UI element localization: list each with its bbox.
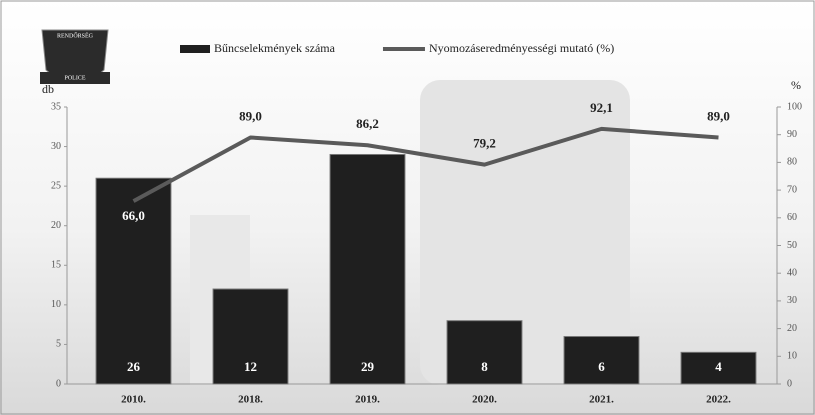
bar-value-label: 26: [127, 359, 141, 374]
y-tick-label: 15: [51, 260, 61, 271]
y2-tick-label: 60: [787, 212, 797, 223]
y2-axis-label: %: [791, 78, 801, 92]
bar: [95, 177, 172, 385]
line-value-label: 89,0: [707, 108, 730, 123]
bar: [446, 320, 523, 385]
legend-label: Nyomozáseredményességi mutató (%): [429, 41, 614, 55]
bar-value-label: 6: [598, 359, 605, 374]
y2-tick-label: 100: [787, 101, 802, 112]
bar: [680, 351, 757, 385]
bar: [212, 288, 289, 385]
legend-label: Bűncselekmények száma: [214, 41, 336, 55]
line-value-label: 92,1: [590, 100, 613, 115]
logo-ribbon: [40, 72, 110, 84]
x-tick-label: 2022.: [706, 394, 731, 406]
y-tick-label: 0: [56, 378, 61, 389]
line-value-label: 66,0: [122, 208, 145, 223]
y2-tick-label: 20: [787, 323, 797, 334]
logo: RENDŐRSÉG POLICE: [40, 29, 110, 84]
y2-tick-label: 30: [787, 295, 797, 306]
line: [132, 126, 719, 203]
bar-value-label: 12: [244, 359, 257, 374]
line-value-label: 89,0: [239, 108, 262, 123]
bar-value-label: 8: [481, 359, 488, 374]
y-tick-label: 25: [51, 180, 61, 191]
bar: [563, 336, 640, 385]
y2-tick-label: 90: [787, 129, 797, 140]
x-tick-label: 2020.: [472, 394, 497, 406]
y-tick-label: 10: [51, 299, 61, 310]
bar: [329, 153, 406, 385]
logo-text: RENDŐRSÉG: [57, 31, 94, 39]
logo-text: POLICE: [65, 75, 86, 81]
x-tick-label: 2021.: [589, 394, 614, 406]
y2-tick-label: 50: [787, 240, 797, 251]
bar-value-label: 29: [361, 359, 375, 374]
building: [420, 80, 630, 385]
y2-tick-label: 0: [787, 378, 792, 389]
line-value-label: 79,2: [473, 136, 496, 151]
x-tick-label: 2010.: [121, 394, 146, 406]
y-tick-label: 30: [51, 141, 61, 152]
x-tick-label: 2018.: [238, 394, 263, 406]
y-tick-label: 5: [56, 339, 61, 350]
bar-value-label: 4: [715, 359, 722, 374]
y-tick-label: 35: [51, 101, 61, 112]
x-tick-label: 2019.: [355, 394, 380, 406]
y2-tick-label: 10: [787, 351, 797, 362]
y-axis-label: db: [42, 82, 54, 96]
y-tick-label: 20: [51, 220, 61, 231]
y2-tick-label: 80: [787, 157, 797, 168]
legend-swatch: [180, 45, 210, 53]
line-value-label: 86,2: [356, 116, 379, 131]
y2-tick-label: 40: [787, 267, 797, 278]
y2-tick-label: 70: [787, 184, 797, 195]
